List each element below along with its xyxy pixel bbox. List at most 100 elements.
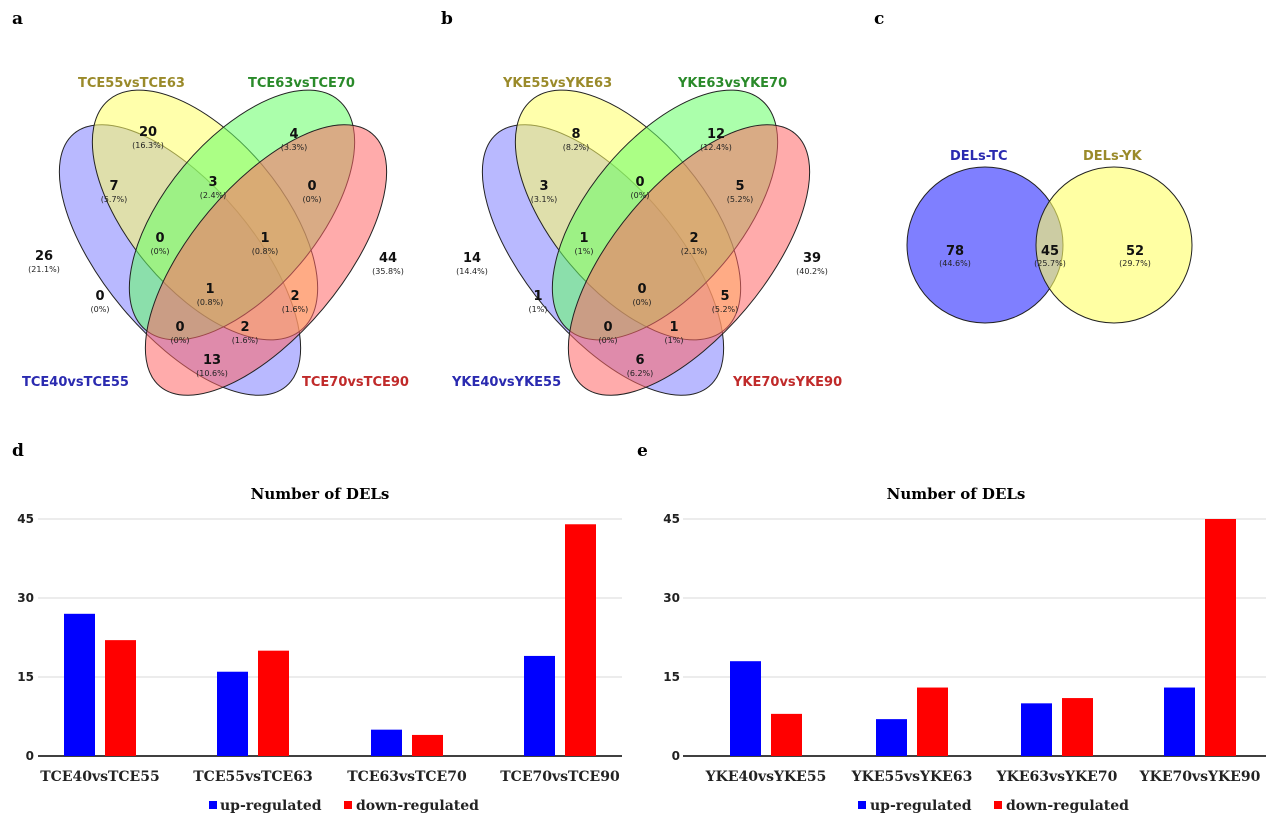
venn-a-count: 1: [260, 231, 269, 246]
category-label: YKE70vsYKE90: [1139, 769, 1261, 785]
bar-down-regulated-chart2-4: [1205, 519, 1236, 756]
venn-b-label-2: YKE55vsYKE63: [502, 76, 612, 91]
category-label: TCE40vsTCE55: [40, 769, 159, 785]
venn-b-count: 3: [539, 179, 548, 194]
venn-a-count: 44: [379, 251, 397, 266]
venn-a-pct: (2.4%): [200, 191, 227, 200]
venn-a-set-4: [144, 124, 388, 396]
legend-swatch-down: [344, 801, 352, 809]
venn-a-pct: (16.3%): [132, 141, 164, 150]
venn-b-count: 5: [735, 179, 744, 194]
venn-a-pct: (0%): [151, 247, 170, 256]
panel-letter-e: e: [637, 441, 648, 461]
chart-e-title: Number of DELs: [887, 485, 1026, 503]
venn-a-count: 13: [203, 353, 221, 368]
chart-d-legend: up-regulated down-regulated: [209, 798, 479, 814]
category-label: YKE40vsYKE55: [705, 769, 827, 785]
venn-a-pct: (1.6%): [282, 305, 309, 314]
venn-b-count: 14: [463, 251, 481, 266]
venn-b-count: 0: [603, 320, 612, 335]
venn-b-count: 39: [803, 251, 821, 266]
venn-a-count: 1: [205, 282, 214, 297]
panel-letter-a: a: [12, 9, 23, 29]
bar-up-regulated-chart1-4: [524, 655, 555, 756]
category-label: TCE70vsTCE90: [500, 769, 620, 785]
chart-d-bars: [64, 524, 596, 756]
venn-b-pct: (0%): [599, 336, 618, 345]
venn-b-pct: (2.1%): [681, 247, 708, 256]
bar-up-regulated-chart1-2: [217, 671, 248, 756]
venn-a-pct: (3.3%): [281, 143, 308, 152]
venn-a-count: 0: [175, 320, 184, 335]
venn-a-pct: (1.6%): [232, 336, 259, 345]
venn-b-count: 1: [669, 320, 678, 335]
chart-e-legend: up-regulated down-regulated: [858, 798, 1129, 814]
bar-up-regulated-chart2-1: [730, 661, 761, 756]
venn-a-label-4: TCE70vsTCE90: [302, 375, 409, 390]
venn-b-pct: (5.2%): [712, 305, 739, 314]
venn-a-pct: (0.8%): [252, 247, 279, 256]
venn-a-count: 4: [289, 127, 298, 142]
venn-a-count: 7: [109, 179, 118, 194]
venn-b-set-4: [567, 124, 811, 396]
venn-a-label-3: TCE63vsTCE70: [248, 76, 355, 91]
venn-b-label-3: YKE63vsYKE70: [677, 76, 787, 91]
legend-label-down: down-regulated: [356, 798, 479, 814]
category-label: TCE63vsTCE70: [347, 769, 467, 785]
venn-c-label-tc: DELs-TC: [950, 149, 1008, 164]
venn-a-count: 2: [290, 289, 299, 304]
venn-a-label-2: TCE55vsTCE63: [78, 76, 185, 91]
venn-b-label-1: YKE40vsYKE55: [451, 375, 561, 390]
venn-c-label-yk: DELs-YK: [1083, 149, 1143, 164]
bar-down-regulated-chart1-1: [105, 640, 136, 756]
venn-b-count: 0: [635, 175, 644, 190]
venn-a-pct: (0%): [303, 195, 322, 204]
venn-c-pct-yk: (29.7%): [1119, 259, 1151, 268]
venn-c-count-yk: 52: [1126, 244, 1144, 259]
y-tick-label: 30: [17, 591, 34, 605]
venn-a-count: 0: [307, 179, 316, 194]
venn-a-pct: (5.7%): [101, 195, 128, 204]
venn-a-count: 20: [139, 125, 157, 140]
chart-d-title: Number of DELs: [251, 485, 390, 503]
venn-b-pct: (5.2%): [727, 195, 754, 204]
category-label: YKE55vsYKE63: [851, 769, 973, 785]
venn-a-pct: (21.1%): [28, 265, 60, 274]
bar-down-regulated-chart2-2: [917, 687, 948, 756]
bar-up-regulated-chart2-4: [1164, 687, 1195, 756]
legend-swatch-down: [994, 801, 1002, 809]
y-tick-label: 15: [663, 670, 680, 684]
venn-b-count: 12: [707, 127, 725, 142]
panel-letter-c: c: [874, 9, 884, 29]
category-label: TCE55vsTCE63: [193, 769, 312, 785]
venn-b-count: 0: [637, 282, 646, 297]
bar-down-regulated-chart1-2: [258, 650, 289, 756]
venn-b-count: 5: [720, 289, 729, 304]
venn-c-set-yk: [1035, 166, 1193, 324]
venn-b-count: 2: [689, 231, 698, 246]
panel-letter-b: b: [441, 9, 453, 29]
venn-b-pct: (1%): [529, 305, 548, 314]
chart-e-categories: YKE40vsYKE55 YKE55vsYKE63 YKE63vsYKE70 Y…: [705, 769, 1261, 785]
venn-b-pct: (1%): [575, 247, 594, 256]
venn-b-pct: (1%): [665, 336, 684, 345]
bar-up-regulated-chart2-3: [1021, 703, 1052, 756]
y-tick-label: 0: [26, 749, 34, 763]
venn-b-pct: (40.2%): [796, 267, 828, 276]
venn-b-pct: (8.2%): [563, 143, 590, 152]
legend-swatch-up: [858, 801, 866, 809]
venn-a: TCE40vsTCE55 TCE55vsTCE63 TCE63vsTCE70 T…: [22, 76, 409, 396]
venn-b-pct: (0%): [631, 191, 650, 200]
chart-e-bars: [730, 519, 1236, 756]
y-tick-label: 15: [17, 670, 34, 684]
venn-a-count: 26: [35, 249, 53, 264]
y-tick-label: 30: [663, 591, 680, 605]
venn-a-pct: (0%): [91, 305, 110, 314]
panel-letter-d: d: [12, 441, 24, 461]
bar-down-regulated-chart1-3: [412, 734, 443, 756]
bar-chart-e: Number of DELs 0 15 30 45 YKE40vsYKE55 Y…: [663, 485, 1266, 814]
legend-label-up: up-regulated: [220, 798, 322, 814]
bar-up-regulated-chart2-2: [876, 719, 907, 756]
y-tick-label: 45: [17, 512, 34, 526]
chart-d-categories: TCE40vsTCE55 TCE55vsTCE63 TCE63vsTCE70 T…: [40, 769, 620, 785]
